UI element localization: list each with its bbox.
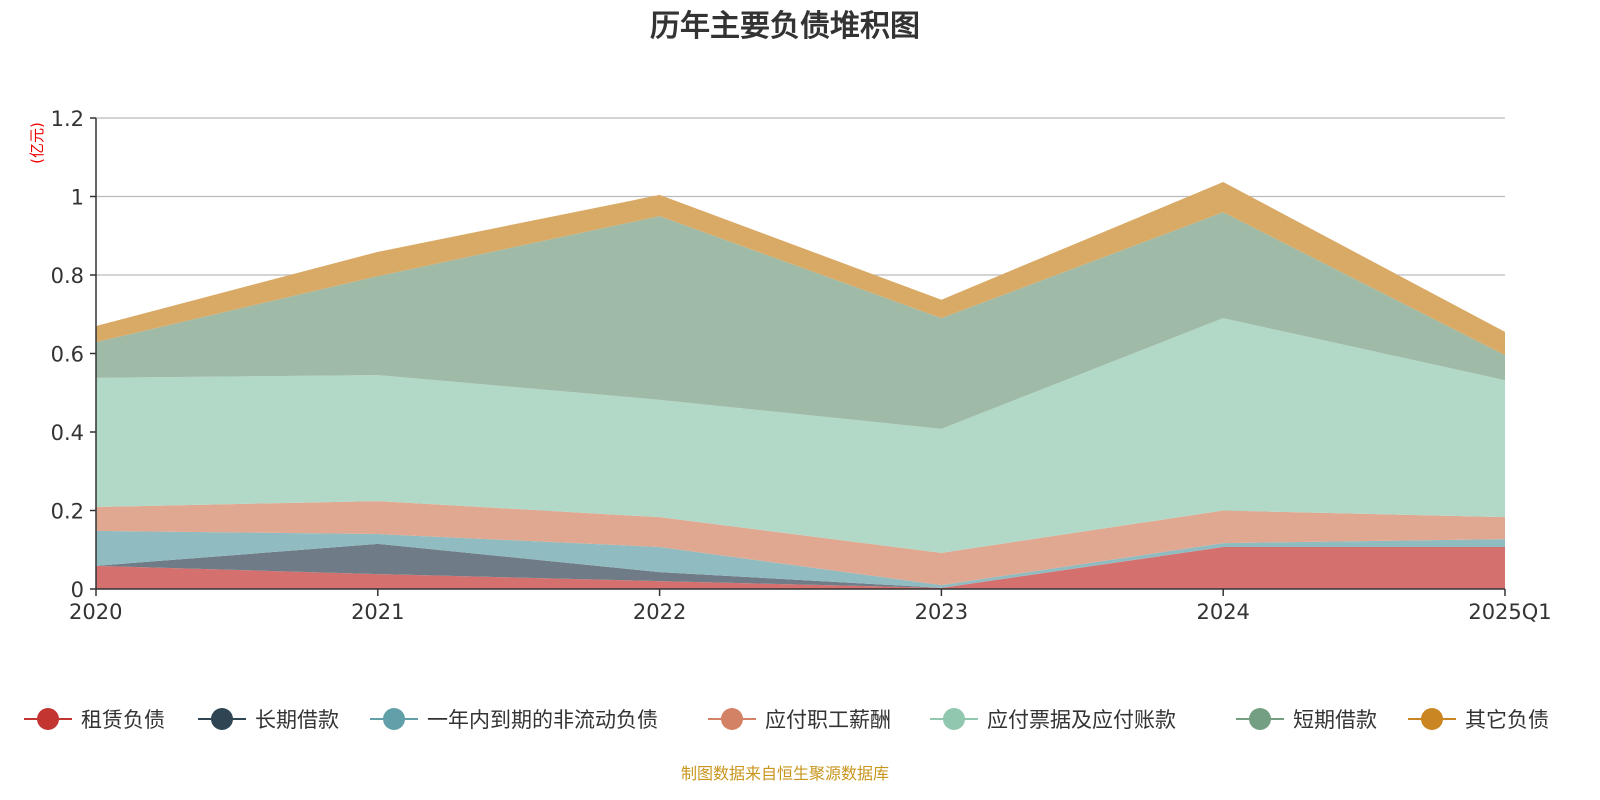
x-tick-label: 2022	[633, 600, 686, 624]
legend-label: 短期借款	[1293, 708, 1377, 732]
legend-circle-icon	[1249, 708, 1271, 730]
y-tick-label: 0.2	[51, 500, 84, 524]
area-3	[96, 501, 1505, 586]
legend-item[interactable]: 其它负债	[1408, 708, 1549, 732]
legend-label: 一年内到期的非流动负债	[427, 708, 658, 732]
area-4	[96, 318, 1505, 553]
source-note: 制图数据来自恒生聚源数据库	[681, 764, 889, 783]
area-1	[96, 543, 1505, 588]
x-tick-label: 2024	[1196, 600, 1249, 624]
area-5	[96, 212, 1505, 429]
y-tick-label: 1	[71, 186, 84, 210]
legend-item[interactable]: 一年内到期的非流动负债	[370, 708, 658, 732]
legend-label: 长期借款	[255, 708, 339, 732]
legend-label: 其它负债	[1465, 708, 1549, 732]
y-tick-label: 0.4	[51, 421, 84, 445]
y-tick-label: 0.6	[51, 343, 84, 367]
y-tick-label: 1.2	[51, 107, 84, 131]
area-0	[96, 547, 1505, 589]
legend-label: 应付票据及应付账款	[987, 708, 1176, 732]
x-tick-label: 2020	[69, 600, 122, 624]
x-tick-label: 2021	[351, 600, 404, 624]
legend-circle-icon	[211, 708, 233, 730]
legend-circle-icon	[1421, 708, 1443, 730]
chart-title: 历年主要负债堆积图	[650, 9, 920, 44]
legend-circle-icon	[37, 708, 59, 730]
area-2	[96, 530, 1505, 588]
legend-item[interactable]: 应付职工薪酬	[708, 708, 891, 732]
y-axis-unit-label: (亿元)	[28, 122, 46, 164]
y-tick-label: 0.8	[51, 264, 84, 288]
x-tick-label: 2023	[915, 600, 968, 624]
legend-circle-icon	[383, 708, 405, 730]
area-6	[96, 181, 1505, 356]
y-tick-label: 0	[71, 578, 84, 602]
legend-circle-icon	[721, 708, 743, 730]
legend-label: 租赁负债	[81, 708, 165, 732]
legend-item[interactable]: 短期借款	[1236, 708, 1377, 732]
legend-item[interactable]: 应付票据及应付账款	[930, 708, 1176, 732]
legend-item[interactable]: 租赁负债	[24, 708, 165, 732]
legend-label: 应付职工薪酬	[765, 708, 891, 732]
legend-circle-icon	[943, 708, 965, 730]
x-tick-label: 2025Q1	[1468, 600, 1551, 624]
legend-item[interactable]: 长期借款	[198, 708, 339, 732]
